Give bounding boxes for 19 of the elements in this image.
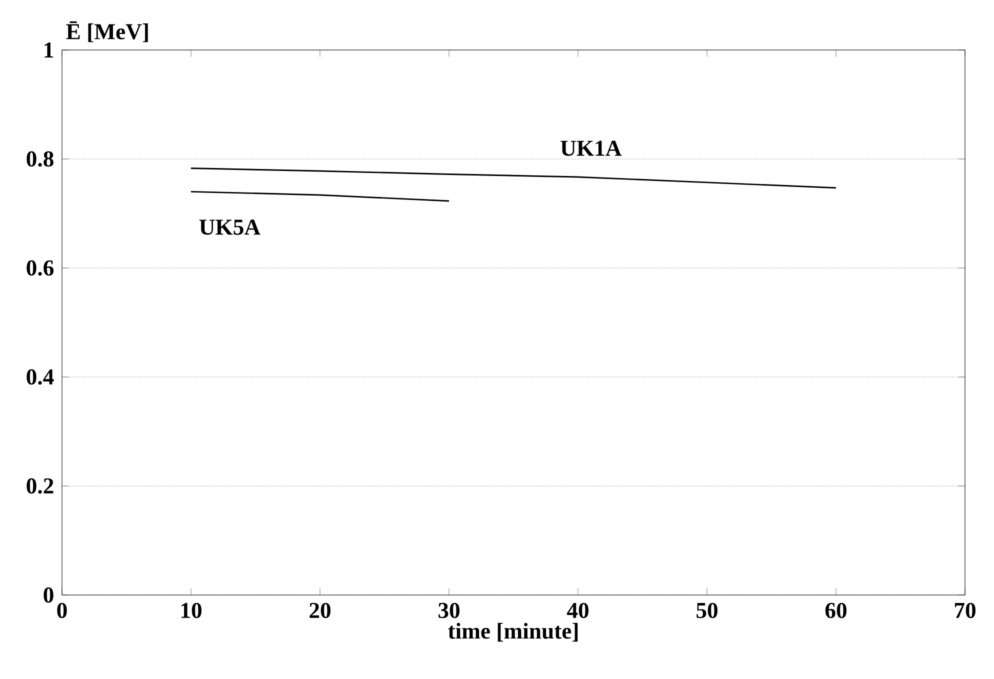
x-tick-label: 50 — [696, 602, 718, 618]
x-tick-label: 0 — [57, 602, 67, 618]
line-series — [190, 168, 837, 189]
x-tick-label: 20 — [310, 602, 330, 618]
x-tick-label: 10 — [181, 602, 202, 618]
x-tick-label: 30 — [438, 602, 460, 618]
x-tick-label: 70 — [954, 602, 976, 618]
y-axis-title: Ē [MeV] — [66, 21, 148, 42]
series-label: UK1A — [560, 140, 622, 156]
y-tick-label: 0.8 — [26, 151, 54, 167]
y-tick-label: 0.6 — [26, 260, 54, 276]
x-tick-label: 40 — [566, 602, 588, 618]
y-tick-label: 0 — [44, 587, 54, 603]
y-tick-label: 0.2 — [26, 478, 54, 494]
series-label: UK5A — [199, 220, 260, 235]
y-tick-label: 0.4 — [26, 369, 54, 385]
y-tick-label: 1 — [44, 42, 54, 58]
x-axis-title: time [minute] — [448, 622, 578, 642]
x-tick-label: 60 — [825, 602, 846, 618]
